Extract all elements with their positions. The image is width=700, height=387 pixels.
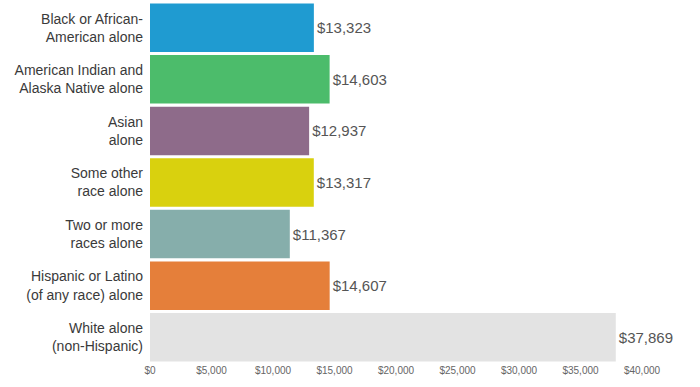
svg-text:$11,367: $11,367 — [293, 226, 346, 243]
svg-text:$12,937: $12,937 — [312, 122, 366, 139]
svg-text:$14,603: $14,603 — [333, 71, 387, 88]
svg-text:Two or moreraces alone: Two or moreraces alone — [65, 217, 143, 251]
svg-text:American Indian andAlaska Nati: American Indian andAlaska Native alone — [15, 62, 144, 96]
svg-text:$37,869: $37,869 — [619, 329, 673, 346]
svg-text:$14,607: $14,607 — [333, 277, 387, 294]
svg-text:$35,000: $35,000 — [562, 365, 599, 376]
svg-text:$40,000: $40,000 — [624, 365, 661, 376]
svg-text:$13,323: $13,323 — [317, 19, 371, 36]
svg-text:$30,000: $30,000 — [501, 365, 538, 376]
svg-text:$25,000: $25,000 — [439, 365, 476, 376]
svg-text:White alone(non-Hispanic): White alone(non-Hispanic) — [52, 320, 143, 354]
svg-text:Some otherrace alone: Some otherrace alone — [71, 165, 144, 199]
svg-text:$15,000: $15,000 — [316, 365, 353, 376]
svg-text:Asianalone: Asianalone — [108, 114, 143, 148]
svg-text:$5,000: $5,000 — [196, 365, 227, 376]
svg-text:Black or African-American alon: Black or African-American alone — [41, 11, 143, 45]
svg-text:$13,317: $13,317 — [317, 174, 371, 191]
svg-text:$10,000: $10,000 — [255, 365, 292, 376]
svg-text:$20,000: $20,000 — [378, 365, 415, 376]
svg-text:$0: $0 — [144, 365, 156, 376]
svg-text:Hispanic or Latino(of any race: Hispanic or Latino(of any race) alone — [26, 268, 143, 302]
